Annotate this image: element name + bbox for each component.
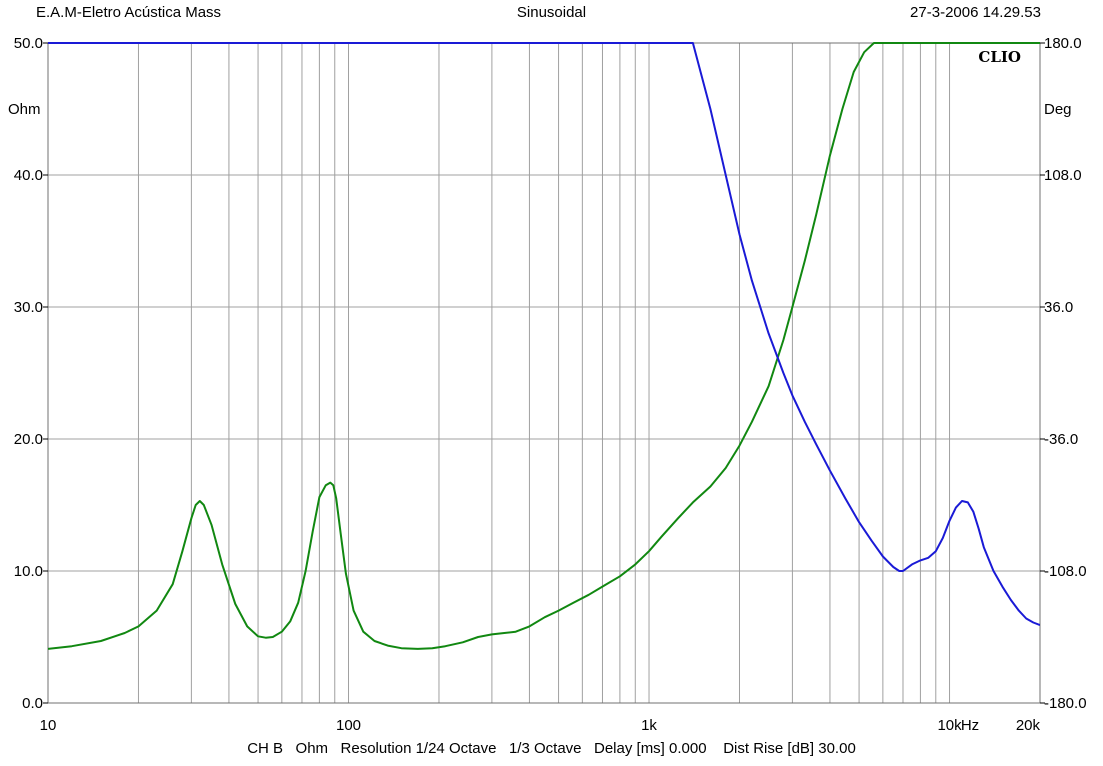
clio-logo: CLIO — [978, 48, 1021, 66]
right-axis-tick-label: -36.0 — [1044, 431, 1078, 448]
blue-series-line — [48, 42, 1040, 627]
right-axis-tick-label: -108.0 — [1044, 563, 1087, 580]
footer-settings: CH B Ohm Resolution 1/24 Octave 1/3 Octa… — [247, 740, 856, 757]
right-axis-unit-label: Deg — [1044, 101, 1072, 118]
right-axis-tick-label: -180.0 — [1044, 695, 1087, 712]
header-timestamp: 27-3-2006 14.29.53 — [910, 4, 1041, 21]
left-axis-tick-label: 0.0 — [22, 695, 43, 712]
left-axis-tick-label: 20.0 — [14, 431, 43, 448]
left-axis-unit-label: Ohm — [8, 101, 41, 118]
x-axis-unit-label: Hz — [961, 717, 979, 734]
plot-border — [47, 42, 1041, 704]
right-axis-tick-label: 36.0 — [1044, 299, 1073, 316]
x-axis-tick-label: 1k — [641, 717, 657, 734]
left-axis-tick-label: 30.0 — [14, 299, 43, 316]
left-axis-tick-label: 50.0 — [14, 35, 43, 52]
header-left-title: E.A.M-Eletro Acústica Mass — [36, 4, 222, 21]
impedance-chart: 0.0 10.0 20.0 30.0 40.0 50.0 -180.0 -108.0 -36.0… — [8, 35, 1087, 734]
x-axis-tick-label: 20k — [1016, 717, 1041, 734]
left-axis-tick-label: 40.0 — [14, 167, 43, 184]
x-axis-tick-label: 10k — [937, 717, 962, 734]
x-axis-tick-label: 100 — [336, 717, 361, 734]
x-axis-tick-label: 10 — [40, 717, 57, 734]
left-axis-tick-label: 10.0 — [14, 563, 43, 580]
header-center-title: Sinusoidal — [516, 4, 587, 21]
right-axis-tick-label: 180.0 — [1044, 35, 1082, 52]
right-axis-tick-label: 108.0 — [1044, 167, 1082, 184]
green-series-line — [48, 42, 1040, 650]
